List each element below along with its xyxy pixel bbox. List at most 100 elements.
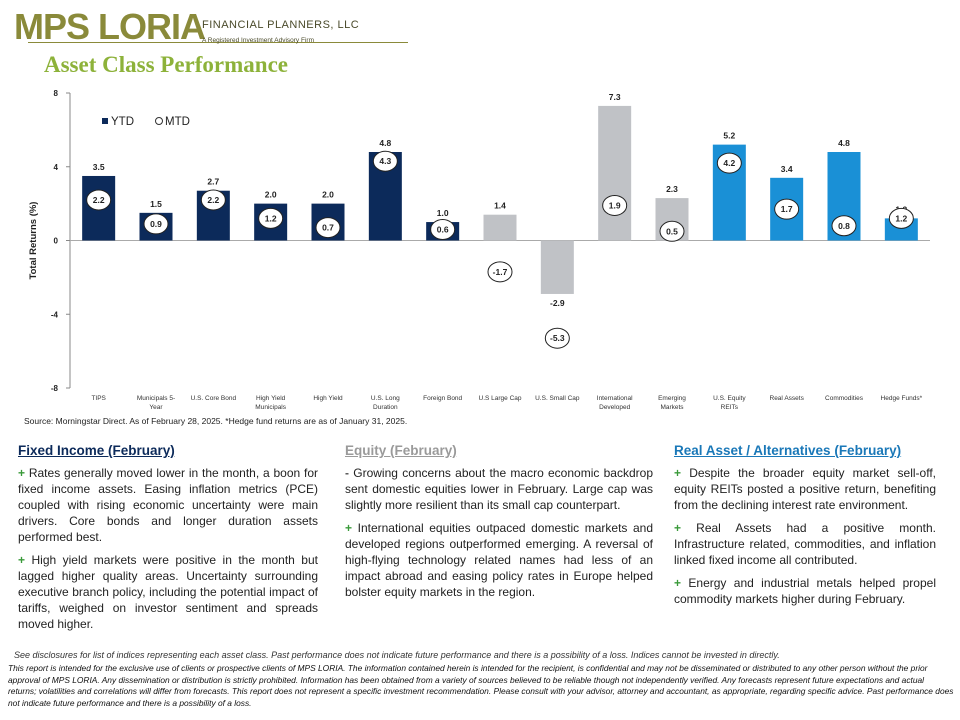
mtd-data-label: 2.2 (207, 195, 219, 205)
category-label: Municipals (255, 404, 286, 411)
mtd-data-label: 4.3 (379, 156, 391, 166)
mtd-marker (487, 261, 513, 283)
category-label: Developed (599, 404, 630, 411)
mtd-data-label: 1.7 (781, 204, 793, 214)
mtd-marker (258, 207, 284, 229)
mtd-marker (372, 150, 398, 172)
legend-ytd-swatch (102, 118, 108, 124)
logo-subtitle: FINANCIAL PLANNERS, LLC (202, 19, 360, 31)
ytd-data-label: 1.0 (437, 208, 449, 218)
bar-ytd (483, 214, 517, 241)
real-assets-paragraph: + Despite the broader equity market sell… (674, 465, 936, 513)
ytd-data-label: -2.9 (550, 298, 565, 308)
category-label: U.S. Core Bond (191, 395, 237, 402)
ytd-data-label: 1.5 (150, 199, 162, 209)
bar-ytd (540, 240, 574, 294)
mtd-data-label: 0.6 (437, 224, 449, 234)
minus-bullet: - (345, 466, 349, 480)
page-title: Asset Class Performance (44, 52, 288, 77)
fixed-income-heading: Fixed Income (February) (18, 443, 175, 458)
equity-text-2: International equities outpaced domestic… (345, 521, 654, 599)
legend-mtd-swatch (155, 117, 163, 125)
real-assets-heading: Real Asset / Alternatives (February) (674, 443, 902, 458)
category-label: Municipals 5- (137, 395, 175, 402)
category-label: U.S. Equity (713, 395, 746, 402)
fixed-income-paragraph: + High yield markets were positive in th… (18, 552, 318, 632)
category-label: TIPS (91, 395, 106, 402)
category-label: Duration (373, 404, 398, 411)
ytd-data-label: 7.3 (609, 92, 621, 102)
mtd-marker (143, 213, 169, 235)
mtd-data-label: 0.9 (150, 219, 162, 229)
mtd-data-label: 0.7 (322, 223, 334, 233)
real-assets-column: Real Asset / Alternatives (February) + D… (674, 443, 936, 614)
mtd-data-label: 0.5 (666, 226, 678, 236)
fixed-income-text-1: Rates generally moved lower in the month… (18, 466, 318, 544)
category-label: REITs (721, 404, 739, 411)
plus-bullet: + (674, 521, 682, 535)
category-label: U.S Large Cap (479, 395, 522, 402)
y-tick-label: 8 (54, 89, 59, 98)
legend-mtd-label: MTD (165, 116, 190, 128)
company-logo: MPS LORIA FINANCIAL PLANNERS, LLC A Regi… (14, 6, 414, 56)
equity-column: Equity (February) - Growing concerns abo… (345, 443, 653, 607)
equity-paragraph: + International equities outpaced domest… (345, 520, 653, 600)
legend-ytd-label: YTD (111, 116, 134, 128)
category-label: High Yield (313, 395, 343, 402)
real-assets-paragraph: + Real Assets had a positive month. Infr… (674, 520, 936, 568)
disclosure-note: See disclosures for list of indices repr… (14, 650, 780, 660)
logo-tagline: A Registered Investment Advisory Firm (202, 37, 314, 44)
mtd-marker (315, 217, 341, 239)
legal-disclaimer: This report is intended for the exclusiv… (8, 663, 954, 708)
real-assets-text-1: Despite the broader equity market sell-o… (674, 466, 936, 512)
real-assets-text-3: Energy and industrial metals helped prop… (674, 576, 936, 606)
logo-rule (28, 42, 408, 43)
category-label: High Yield (256, 395, 286, 402)
mtd-marker (888, 207, 914, 229)
real-assets-paragraph: + Energy and industrial metals helped pr… (674, 575, 936, 607)
ytd-data-label: 4.8 (379, 138, 391, 148)
ytd-data-label: 3.5 (93, 162, 105, 172)
equity-paragraph: - Growing concerns about the macro econo… (345, 465, 653, 513)
plus-bullet: + (674, 466, 682, 480)
y-tick-label: -8 (51, 384, 59, 393)
category-label: Markets (660, 404, 684, 411)
category-label: International (597, 395, 633, 402)
plus-bullet: + (345, 521, 353, 535)
mtd-data-label: -1.7 (493, 267, 508, 277)
ytd-data-label: 2.3 (666, 184, 678, 194)
category-label: Foreign Bond (423, 395, 462, 402)
mtd-marker (86, 189, 112, 211)
plus-bullet: + (18, 466, 26, 480)
mtd-marker (716, 152, 742, 174)
category-label: Commodities (825, 395, 864, 402)
ytd-data-label: 4.8 (838, 138, 850, 148)
mtd-data-label: 1.9 (609, 200, 621, 210)
ytd-data-label: 2.7 (207, 177, 219, 187)
mtd-data-label: -5.3 (550, 333, 565, 343)
mtd-data-label: 0.8 (838, 221, 850, 231)
logo-mark: MPS LORIA (14, 6, 206, 47)
y-tick-label: 0 (54, 237, 59, 246)
mtd-marker (200, 189, 226, 211)
mtd-data-label: 4.2 (723, 158, 735, 168)
fixed-income-paragraph: + Rates generally moved lower in the mon… (18, 465, 318, 545)
mtd-marker (544, 327, 570, 349)
plus-bullet: + (674, 576, 682, 590)
y-axis-title: Total Returns (%) (28, 202, 39, 280)
mtd-data-label: 1.2 (265, 213, 277, 223)
category-label: Emerging (658, 395, 686, 402)
real-assets-text-2: Real Assets had a positive month. Infras… (674, 521, 936, 567)
ytd-data-label: 1.4 (494, 201, 506, 211)
mtd-marker (774, 198, 800, 220)
mtd-data-label: 2.2 (93, 195, 105, 205)
y-tick-label: 4 (54, 163, 59, 172)
equity-text-1: Growing concerns about the macro economi… (345, 466, 653, 512)
category-label: Hedge Funds* (881, 395, 923, 402)
plus-bullet: + (18, 553, 26, 567)
category-label: U.S. Long (371, 395, 400, 402)
category-label: U.S. Small Cap (535, 395, 580, 402)
category-label: Year (149, 404, 163, 411)
bar-ytd (598, 105, 632, 241)
fixed-income-column: Fixed Income (February) + Rates generall… (18, 443, 318, 639)
